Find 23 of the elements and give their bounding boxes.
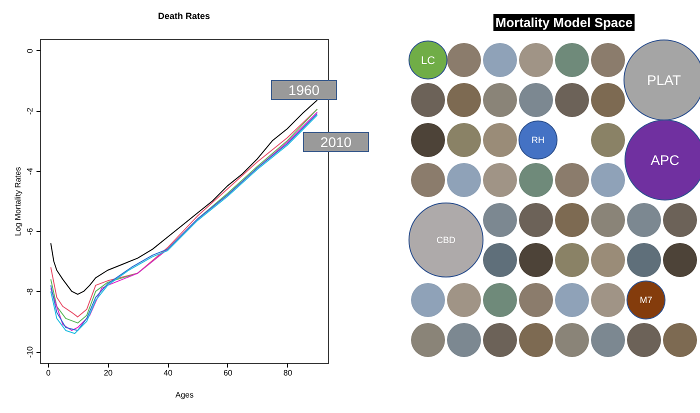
text: CBD <box>436 235 456 246</box>
text: PLAT <box>647 72 682 88</box>
text: APC <box>650 152 680 168</box>
chart-title: Death Rates <box>158 11 210 21</box>
x-tick-label: 0 <box>46 368 52 378</box>
x-tick-label: 40 <box>164 368 174 378</box>
text: M7 <box>640 295 652 306</box>
x-tick-label: 80 <box>283 368 293 378</box>
annotation: 2010 <box>303 132 369 152</box>
text: RH <box>532 135 544 146</box>
y-tick-label: 0 <box>26 48 34 54</box>
annotation: 1960 <box>271 80 337 100</box>
y-axis-title: Log Mortality Rates <box>14 167 22 236</box>
text: LC <box>420 54 436 67</box>
x-tick-label: 20 <box>104 368 114 378</box>
text: Mortality Model Space <box>495 15 633 30</box>
y-tick-label: -6 <box>26 228 34 236</box>
x-axis-title: Ages <box>175 390 194 400</box>
y-tick-label: -10 <box>26 346 34 358</box>
y-tick-label: -8 <box>26 288 34 296</box>
y-tick-label: -4 <box>26 167 34 175</box>
x-tick-label: 60 <box>223 368 233 378</box>
y-tick-label: -2 <box>26 107 34 115</box>
